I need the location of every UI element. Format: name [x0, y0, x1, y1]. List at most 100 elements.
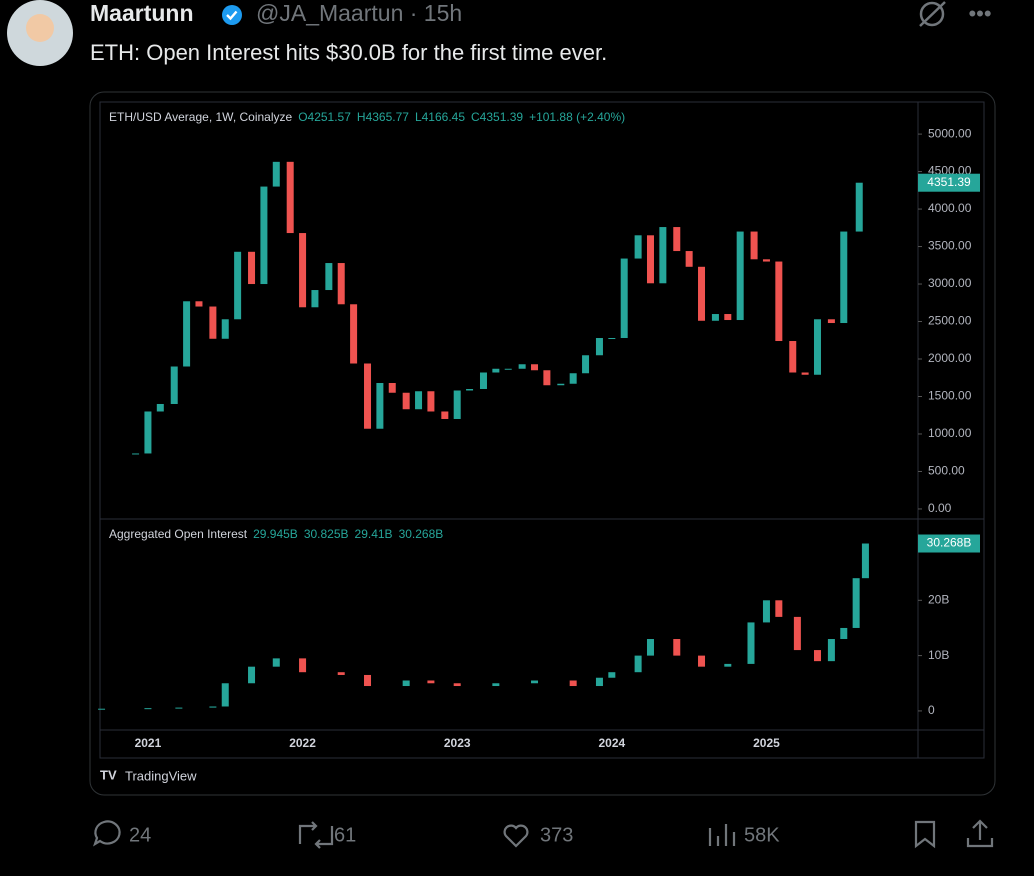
reply-count: 24 — [129, 824, 151, 846]
candle — [673, 227, 681, 252]
y-tick-label: 1500.00 — [928, 389, 972, 403]
candle — [608, 672, 616, 678]
candle — [286, 161, 294, 234]
candle — [827, 639, 835, 662]
candle — [518, 364, 526, 369]
like-icon[interactable] — [503, 824, 529, 848]
ohlc-value: C4351.39 — [471, 110, 523, 124]
candle — [441, 411, 449, 419]
price-tag: 30.268B — [927, 536, 972, 550]
candle — [132, 453, 140, 455]
brand: TradingView — [125, 768, 197, 783]
y-tick-label: 0.00 — [928, 501, 952, 515]
y-tick-label: 3500.00 — [928, 239, 972, 253]
candle — [388, 382, 396, 393]
candle — [827, 319, 835, 324]
candle — [582, 355, 590, 374]
candle — [608, 338, 616, 340]
candle — [209, 706, 217, 708]
candle — [840, 627, 848, 640]
candle — [724, 314, 732, 321]
ohlc-value: O4251.57 — [298, 110, 351, 124]
candle — [144, 708, 152, 710]
x-tick-label: 2022 — [289, 736, 316, 750]
ohlc-value: 30.825B — [304, 527, 349, 541]
candle — [350, 304, 358, 364]
candle — [504, 368, 512, 370]
y-tick-label: 10B — [928, 648, 949, 662]
ohlc-value: 29.945B — [253, 527, 298, 541]
handle[interactable]: @JA_Maartun · 15h — [256, 0, 462, 26]
ohlc-value: H4365.77 — [357, 110, 409, 124]
candle — [531, 680, 539, 684]
view-count: 58K — [744, 824, 780, 846]
tweet-text: ETH: Open Interest hits $30.0B for the f… — [90, 40, 607, 65]
share-icon[interactable] — [966, 819, 994, 848]
grok-slash — [919, 1, 946, 27]
candle — [248, 251, 256, 285]
candle — [144, 411, 152, 454]
ohlc-value: L4166.45 — [415, 110, 465, 124]
candle — [595, 677, 603, 687]
y-tick-label: 20B — [928, 592, 949, 606]
candle — [646, 639, 654, 656]
candle — [183, 301, 191, 367]
tv-logo: TV — [100, 767, 117, 782]
grok-icon[interactable] — [919, 1, 945, 27]
candle — [453, 683, 461, 687]
views-icon[interactable] — [708, 824, 736, 846]
repost-icon[interactable] — [298, 821, 334, 849]
candle — [840, 231, 848, 324]
candle — [427, 391, 435, 412]
y-tick-label: 4000.00 — [928, 201, 972, 215]
candle — [736, 231, 744, 321]
candle — [415, 391, 423, 410]
candle — [272, 161, 280, 187]
y-tick-label: 2000.00 — [928, 351, 972, 365]
y-tick-label: 5000.00 — [928, 126, 972, 140]
candle — [801, 372, 809, 375]
candle — [855, 182, 863, 232]
candle — [762, 600, 770, 623]
candle — [479, 372, 487, 389]
candle — [311, 290, 319, 308]
candle — [492, 683, 500, 687]
y-tick-label: 1000.00 — [928, 426, 972, 440]
candle — [747, 622, 755, 664]
candle — [698, 266, 706, 321]
candle — [852, 578, 860, 628]
candle — [492, 368, 500, 373]
chart-frame — [99, 101, 985, 759]
author-name[interactable]: Maartunn — [90, 0, 194, 26]
candle — [325, 263, 333, 291]
repost-count: 61 — [334, 824, 356, 846]
candle — [260, 186, 268, 285]
x-tick-label: 2021 — [135, 736, 162, 750]
candle — [531, 364, 539, 371]
candle — [170, 366, 178, 404]
y-tick-label: 2500.00 — [928, 314, 972, 328]
candle — [659, 227, 667, 284]
candle — [299, 233, 307, 308]
y-tick-label: 3000.00 — [928, 276, 972, 290]
candle — [234, 251, 242, 320]
price-tag: 4351.39 — [927, 175, 971, 189]
candle — [543, 370, 551, 386]
reply-icon[interactable] — [93, 820, 121, 847]
candle — [337, 672, 345, 675]
check — [226, 10, 238, 21]
candle — [685, 251, 693, 267]
candle — [775, 261, 783, 342]
ohlc-value: 30.268B — [399, 527, 444, 541]
candle — [595, 338, 603, 356]
more-menu[interactable]: ••• — [968, 1, 991, 26]
candle — [646, 235, 654, 284]
candle — [711, 314, 719, 321]
bookmark-icon[interactable] — [914, 820, 936, 849]
candle — [427, 680, 435, 684]
candle — [364, 674, 372, 687]
candle — [364, 363, 372, 429]
candle — [376, 382, 384, 429]
